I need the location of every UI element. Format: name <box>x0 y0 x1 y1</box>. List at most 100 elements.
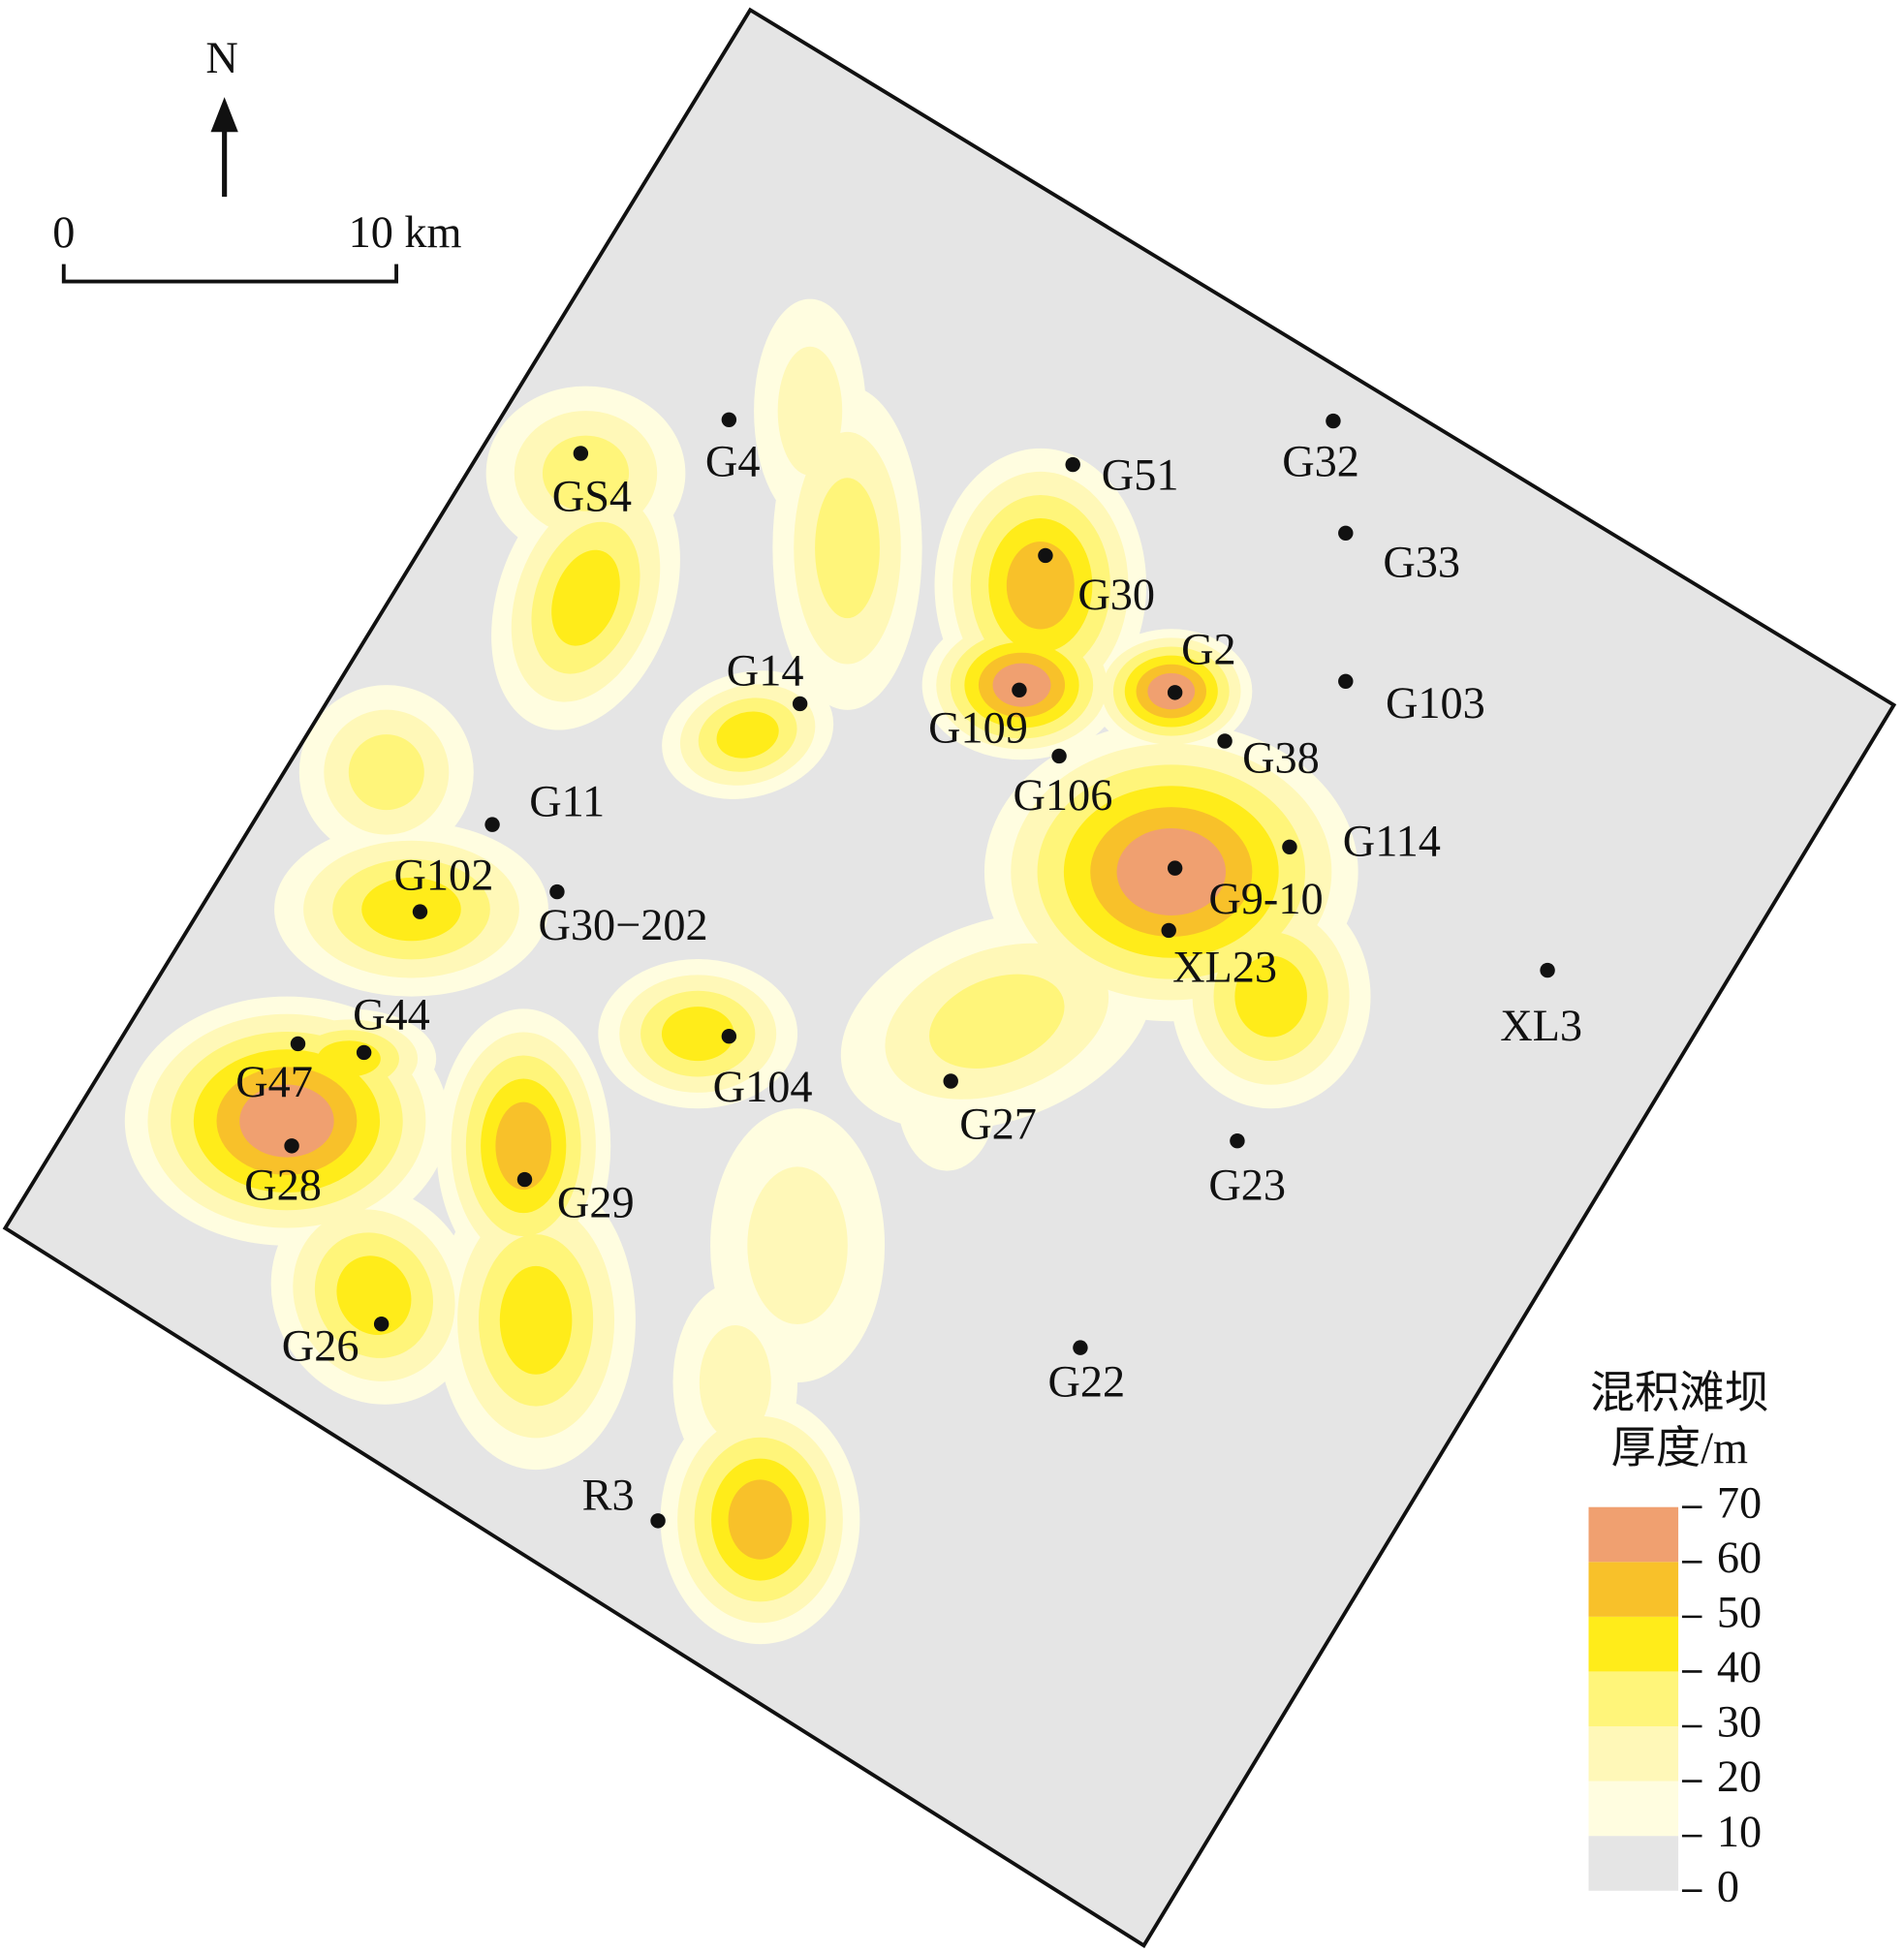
well-label: XL3 <box>1500 1002 1582 1051</box>
contour-band <box>1234 955 1307 1038</box>
well-label: G38 <box>1242 733 1320 783</box>
contour-band <box>661 1007 734 1062</box>
well-dot <box>356 1044 372 1061</box>
legend-tick-label: 20 <box>1717 1752 1762 1802</box>
contour-band <box>336 1256 412 1335</box>
legend-swatch <box>1588 1616 1679 1672</box>
well-dot <box>516 1171 533 1188</box>
well-dot <box>1338 673 1354 689</box>
well-label: G29 <box>557 1178 635 1227</box>
contour-band <box>495 1101 552 1191</box>
well-dot <box>1065 456 1080 473</box>
legend-tick-label: 10 <box>1717 1808 1762 1857</box>
well-dot <box>412 904 428 919</box>
well-label: G106 <box>1014 771 1113 821</box>
map-border <box>2 7 1897 1948</box>
wells: GS4 G4 G51 G32 G33 G30 G2 G14 G109 G103 G38 G106 G11… <box>235 412 1582 1529</box>
well-label: G4 <box>705 437 761 486</box>
well-dot <box>1051 748 1067 764</box>
well-label: G14 <box>727 646 804 696</box>
well-label: G30 <box>1077 571 1155 620</box>
contour-band <box>317 1040 381 1077</box>
north-arrow: N <box>205 34 238 198</box>
legend-swatch <box>1588 1726 1679 1782</box>
well-label: G109 <box>928 704 1028 754</box>
well-label: G44 <box>353 990 430 1039</box>
legend-swatch <box>1588 1671 1679 1726</box>
well-label: G27 <box>959 1100 1037 1149</box>
contour-band <box>699 1325 771 1441</box>
well-label: G104 <box>713 1063 813 1112</box>
legend-tick-label: 0 <box>1717 1862 1739 1911</box>
legend-tick-label: 60 <box>1717 1534 1762 1583</box>
well-dot <box>792 696 808 712</box>
well-dot <box>573 446 589 461</box>
well-label: G103 <box>1386 679 1485 728</box>
well-dot <box>1038 547 1053 564</box>
legend-tick-label: 50 <box>1717 1588 1762 1637</box>
well-dot <box>1161 922 1176 939</box>
well-label: G22 <box>1048 1358 1126 1408</box>
contour-band <box>348 734 424 811</box>
well-label: XL23 <box>1172 943 1277 992</box>
well-dot <box>721 412 737 427</box>
well-dot <box>1217 733 1233 749</box>
well-dot <box>1167 860 1183 876</box>
well-dot <box>721 1029 737 1044</box>
well-dot <box>1230 1133 1245 1149</box>
well-dot <box>549 884 565 900</box>
well-label: G9-10 <box>1208 875 1323 924</box>
north-label: N <box>205 34 237 83</box>
contour-band <box>728 1479 793 1560</box>
well-dot <box>943 1073 958 1089</box>
scale-start: 0 <box>52 208 75 258</box>
legend-swatch <box>1588 1562 1679 1617</box>
well-label: G32 <box>1282 437 1359 486</box>
legend-title: 混积滩坝 <box>1590 1369 1769 1418</box>
well-dot <box>290 1036 306 1052</box>
contour-band <box>929 974 1065 1069</box>
well-dot <box>650 1513 666 1529</box>
well-label: G11 <box>529 777 605 826</box>
contour-band <box>716 711 779 759</box>
well-label: G28 <box>244 1161 322 1210</box>
well-label: G23 <box>1208 1161 1286 1210</box>
well-label: G51 <box>1102 451 1179 501</box>
contour-band <box>1006 542 1075 630</box>
well-label: G102 <box>394 851 494 900</box>
well-dot <box>1012 682 1027 698</box>
well-dot <box>1540 962 1555 978</box>
contour-band <box>239 1084 334 1158</box>
arrow-head <box>210 97 238 133</box>
well-dot <box>373 1317 390 1332</box>
legend-tick-label: 30 <box>1717 1698 1762 1748</box>
well-label: G30−202 <box>538 901 707 950</box>
well-label: G26 <box>282 1321 359 1371</box>
legend-tick-label: 40 <box>1717 1643 1762 1692</box>
legend-swatch <box>1588 1781 1679 1837</box>
well-dot <box>484 817 500 832</box>
well-dot <box>284 1138 299 1154</box>
well-label: G114 <box>1343 818 1441 867</box>
contour-band <box>499 1265 573 1375</box>
thickness-contours <box>124 298 1371 1645</box>
well-dot <box>1282 839 1297 854</box>
well-dot <box>1326 413 1341 429</box>
well-dot <box>1338 525 1354 541</box>
well-label: GS4 <box>552 472 632 521</box>
scale-bar: 0 10 km <box>52 208 462 284</box>
well-label: R3 <box>582 1472 635 1521</box>
contour-band <box>747 1166 848 1325</box>
legend-swatch <box>1588 1836 1679 1891</box>
well-label: G2 <box>1181 626 1236 675</box>
legend-tick-label: 70 <box>1717 1478 1762 1528</box>
well-dot <box>1167 685 1183 700</box>
contour-band <box>551 549 620 646</box>
well-label: G33 <box>1383 539 1460 588</box>
well-label: G47 <box>235 1058 313 1107</box>
legend-title: 厚度/m <box>1611 1424 1748 1473</box>
legend-swatch <box>1588 1506 1679 1563</box>
scale-end: 10 km <box>349 208 462 258</box>
